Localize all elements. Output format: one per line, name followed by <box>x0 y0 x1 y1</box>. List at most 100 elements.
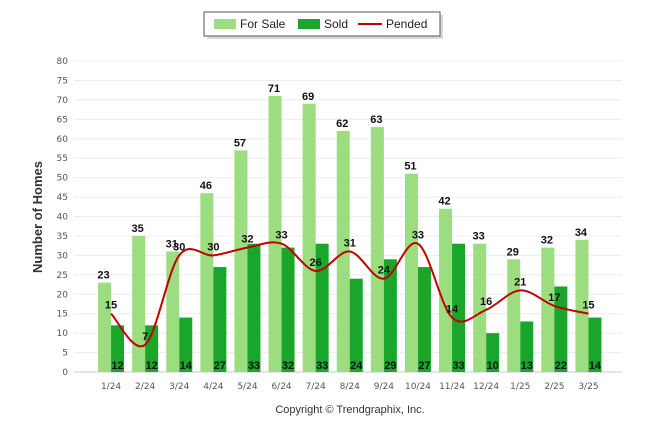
label-pended: 33 <box>412 230 424 242</box>
y-tick-label: 15 <box>57 310 68 320</box>
label-pended: 30 <box>173 241 185 253</box>
legend: For Sale Sold Pended <box>203 11 443 39</box>
y-tick-label: 60 <box>57 135 69 145</box>
label-for-sale: 51 <box>404 161 416 173</box>
label-sold: 10 <box>487 360 499 372</box>
y-axis-ticks: 0 5 10 15 20 25 30 35 40 45 50 55 60 65 70 75 80 <box>57 57 69 378</box>
label-for-sale: 34 <box>575 227 588 239</box>
x-tick-label: 11/24 <box>439 382 465 392</box>
x-tick-label: 12/24 <box>473 382 499 392</box>
label-sold: 29 <box>384 360 396 372</box>
y-tick-label: 40 <box>57 213 69 223</box>
label-sold: 12 <box>146 360 158 372</box>
label-sold: 27 <box>418 360 430 372</box>
x-tick-label: 5/24 <box>237 382 257 392</box>
bar-sold <box>179 317 193 372</box>
bar-for-sale <box>268 95 282 373</box>
bar-sold <box>247 243 261 372</box>
y-tick-label: 75 <box>57 76 68 86</box>
bar-for-sale <box>98 282 112 372</box>
bar-for-sale <box>473 243 487 372</box>
y-tick-label: 65 <box>57 115 68 125</box>
label-sold: 22 <box>555 360 567 372</box>
x-tick-label: 1/25 <box>510 382 530 392</box>
x-tick-label: 6/24 <box>271 382 291 392</box>
bar-sold <box>383 259 397 372</box>
label-pended: 7 <box>142 331 148 343</box>
pended-line-group <box>110 241 589 348</box>
x-tick-label: 10/24 <box>405 382 431 392</box>
bar-sold <box>145 325 159 372</box>
x-tick-label: 1/24 <box>101 382 121 392</box>
legend-for-sale-swatch <box>214 19 236 29</box>
label-sold: 14 <box>589 360 602 372</box>
bar-sold <box>349 278 363 372</box>
data-labels: 23 12 35 12 31 14 46 27 57 33 71 32 69 33 62 24 63 29 51 27… <box>97 83 602 372</box>
bars <box>98 95 602 373</box>
label-pended: 14 <box>446 304 459 316</box>
x-tick-label: 3/24 <box>169 382 189 392</box>
bar-for-sale <box>507 259 521 372</box>
x-tick-label: 7/24 <box>306 382 326 392</box>
label-sold: 33 <box>452 360 464 372</box>
x-tick-label: 4/24 <box>203 382 223 392</box>
y-tick-label: 0 <box>62 368 68 378</box>
bar-sold <box>452 243 466 372</box>
bar-sold <box>315 243 329 372</box>
label-sold: 13 <box>521 360 533 372</box>
x-tick-label: 8/24 <box>340 382 360 392</box>
y-tick-label: 10 <box>57 329 69 339</box>
legend-box <box>203 11 441 37</box>
y-tick-label: 35 <box>57 232 68 242</box>
label-for-sale: 62 <box>336 118 348 130</box>
label-for-sale: 63 <box>370 114 382 126</box>
bar-for-sale <box>541 247 555 372</box>
label-sold: 33 <box>316 360 328 372</box>
bar-for-sale <box>336 130 350 372</box>
label-for-sale: 29 <box>507 246 519 258</box>
y-tick-label: 30 <box>57 251 69 261</box>
bar-for-sale <box>575 239 589 372</box>
label-sold: 12 <box>111 360 123 372</box>
legend-pended-label: Pended <box>386 17 427 31</box>
y-tick-label: 70 <box>57 96 69 106</box>
legend-sold-swatch <box>298 19 320 29</box>
bar-for-sale <box>439 208 453 372</box>
label-for-sale: 31 <box>166 238 178 250</box>
label-pended: 24 <box>378 265 391 277</box>
label-sold: 24 <box>350 360 363 372</box>
label-sold: 32 <box>282 360 294 372</box>
bar-sold <box>417 267 431 372</box>
y-tick-label: 50 <box>57 174 69 184</box>
bar-for-sale <box>200 193 214 372</box>
bar-for-sale <box>132 235 146 372</box>
label-pended: 21 <box>514 276 526 288</box>
legend-sold-label: Sold <box>324 17 348 31</box>
y-tick-label: 20 <box>57 290 69 300</box>
bar-for-sale <box>404 173 418 372</box>
bar-sold <box>486 333 500 372</box>
label-pended: 17 <box>548 292 560 304</box>
bar-for-sale <box>234 150 248 372</box>
x-tick-label: 3/25 <box>578 382 598 392</box>
bar-sold <box>520 321 534 372</box>
y-tick-label: 5 <box>62 349 68 359</box>
label-for-sale: 32 <box>541 235 553 247</box>
y-tick-label: 25 <box>57 271 68 281</box>
x-axis-ticks: 1/24 2/24 3/24 4/24 5/24 6/24 7/24 8/24 9/24 10/2… <box>101 382 599 392</box>
y-tick-label: 80 <box>57 57 69 67</box>
label-pended: 30 <box>207 241 219 253</box>
label-for-sale: 69 <box>302 91 314 103</box>
bar-for-sale <box>302 103 316 372</box>
x-tick-label: 2/25 <box>544 382 564 392</box>
bar-sold <box>588 317 602 372</box>
label-pended: 33 <box>275 230 287 242</box>
y-axis-label: Number of Homes <box>30 161 45 273</box>
bar-sold <box>111 325 125 372</box>
label-sold: 14 <box>180 360 193 372</box>
label-pended: 26 <box>310 257 322 269</box>
label-for-sale: 42 <box>438 196 450 208</box>
label-for-sale: 46 <box>200 180 212 192</box>
label-pended: 15 <box>105 300 117 312</box>
